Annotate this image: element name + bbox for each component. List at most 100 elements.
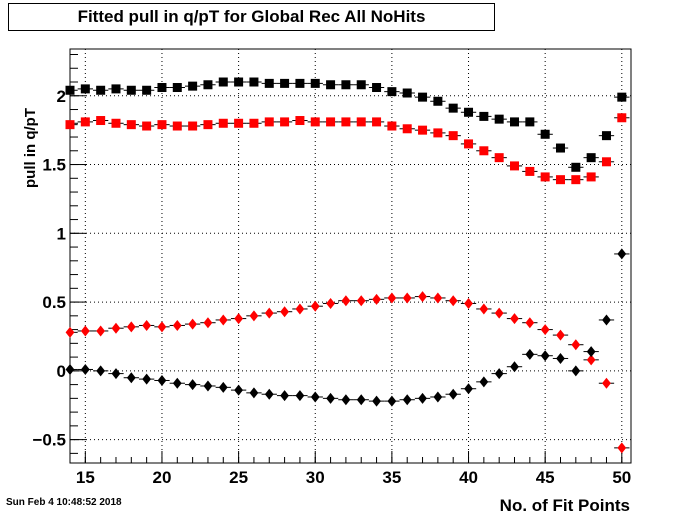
data-point-diamond	[372, 395, 381, 407]
data-point-square	[356, 117, 366, 127]
data-point-diamond	[341, 295, 351, 307]
data-point-diamond	[494, 368, 504, 380]
data-point-diamond	[157, 374, 167, 386]
data-point-square	[479, 111, 489, 121]
data-point-square	[280, 117, 290, 127]
tick-labels: 15 20 25 30 35 40 45 50 −0.5 0 0.5 1 1.5 2	[32, 87, 631, 487]
data-point-diamond	[418, 392, 427, 404]
data-point-diamond	[571, 339, 581, 351]
data-point-diamond	[111, 368, 121, 380]
data-point-diamond	[433, 292, 443, 304]
data-point-diamond	[96, 325, 106, 337]
data-point-diamond	[80, 363, 90, 375]
data-point-square	[479, 146, 489, 156]
data-point-diamond	[172, 319, 182, 331]
data-point-square	[586, 153, 596, 163]
data-point-square	[218, 118, 228, 128]
data-point-diamond	[617, 248, 627, 260]
data-point-square	[372, 117, 382, 127]
data-point-diamond	[326, 297, 335, 309]
data-point-diamond	[356, 394, 366, 406]
data-point-square	[571, 175, 581, 185]
y-tick-label: −0.5	[32, 431, 66, 450]
data-point-diamond	[510, 313, 519, 325]
data-point-square	[494, 114, 504, 124]
data-point-square	[172, 121, 182, 131]
y-axis-label: pull in q/pT	[22, 108, 39, 188]
data-point-square	[65, 120, 75, 130]
data-marks	[65, 77, 630, 454]
data-point-square	[249, 77, 259, 87]
data-point-square	[188, 121, 198, 131]
data-point-diamond	[218, 381, 228, 393]
data-point-diamond	[249, 387, 259, 399]
data-point-diamond	[188, 379, 198, 391]
data-point-square	[494, 153, 504, 163]
data-point-square	[326, 80, 336, 90]
data-point-diamond	[280, 306, 289, 318]
y-tick-label: 0	[57, 362, 66, 381]
data-point-diamond	[142, 319, 152, 331]
data-point-diamond	[602, 377, 611, 389]
data-point-diamond	[387, 395, 397, 407]
data-point-square	[65, 85, 75, 95]
data-point-square	[601, 131, 611, 141]
data-point-diamond	[142, 373, 152, 385]
data-point-square	[571, 162, 581, 172]
data-point-square	[111, 84, 121, 94]
data-point-square	[510, 161, 520, 171]
data-point-diamond	[310, 300, 320, 312]
y-tick-label: 0.5	[42, 293, 66, 312]
data-point-square	[264, 78, 274, 88]
data-point-square	[280, 78, 290, 88]
x-tick-label: 20	[153, 468, 172, 487]
data-point-square	[555, 143, 565, 153]
x-tick-label: 50	[612, 468, 631, 487]
x-tick-label: 35	[382, 468, 401, 487]
data-point-square	[142, 121, 152, 131]
y-tick-label: 1	[57, 224, 66, 243]
data-point-diamond	[617, 442, 627, 454]
x-axis-label: No. of Fit Points	[500, 496, 630, 514]
data-point-square	[356, 80, 366, 90]
data-point-diamond	[402, 292, 412, 304]
data-point-square	[249, 118, 259, 128]
data-point-square	[234, 77, 244, 87]
data-point-square	[264, 117, 274, 127]
data-point-diamond	[556, 352, 565, 364]
data-point-square	[126, 85, 136, 95]
data-point-square	[617, 113, 627, 123]
data-point-diamond	[602, 314, 611, 326]
data-point-diamond	[525, 317, 535, 329]
data-point-diamond	[157, 321, 167, 333]
x-tick-label: 25	[229, 468, 248, 487]
data-point-diamond	[65, 326, 75, 338]
data-point-square	[126, 120, 136, 130]
data-point-diamond	[448, 295, 458, 307]
data-point-diamond	[464, 383, 473, 395]
data-point-square	[433, 96, 443, 106]
data-point-square	[525, 166, 535, 176]
data-point-diamond	[218, 314, 228, 326]
data-point-diamond	[556, 329, 565, 341]
data-point-square	[402, 88, 412, 98]
data-point-square	[433, 128, 443, 138]
data-point-diamond	[479, 303, 489, 315]
data-point-square	[142, 85, 152, 95]
x-tick-label: 15	[76, 468, 95, 487]
data-point-square	[111, 118, 121, 128]
data-point-square	[387, 121, 397, 131]
data-point-diamond	[234, 384, 244, 396]
data-point-square	[540, 172, 550, 182]
data-point-diamond	[387, 292, 397, 304]
data-point-square	[387, 87, 397, 97]
data-point-square	[418, 92, 428, 102]
data-point-diamond	[310, 391, 320, 403]
data-point-diamond	[280, 390, 289, 402]
data-point-square	[448, 131, 458, 141]
data-point-square	[525, 117, 535, 127]
data-point-square	[157, 120, 167, 130]
data-point-square	[402, 124, 412, 134]
timestamp: Sun Feb 4 10:48:52 2018	[6, 497, 122, 508]
